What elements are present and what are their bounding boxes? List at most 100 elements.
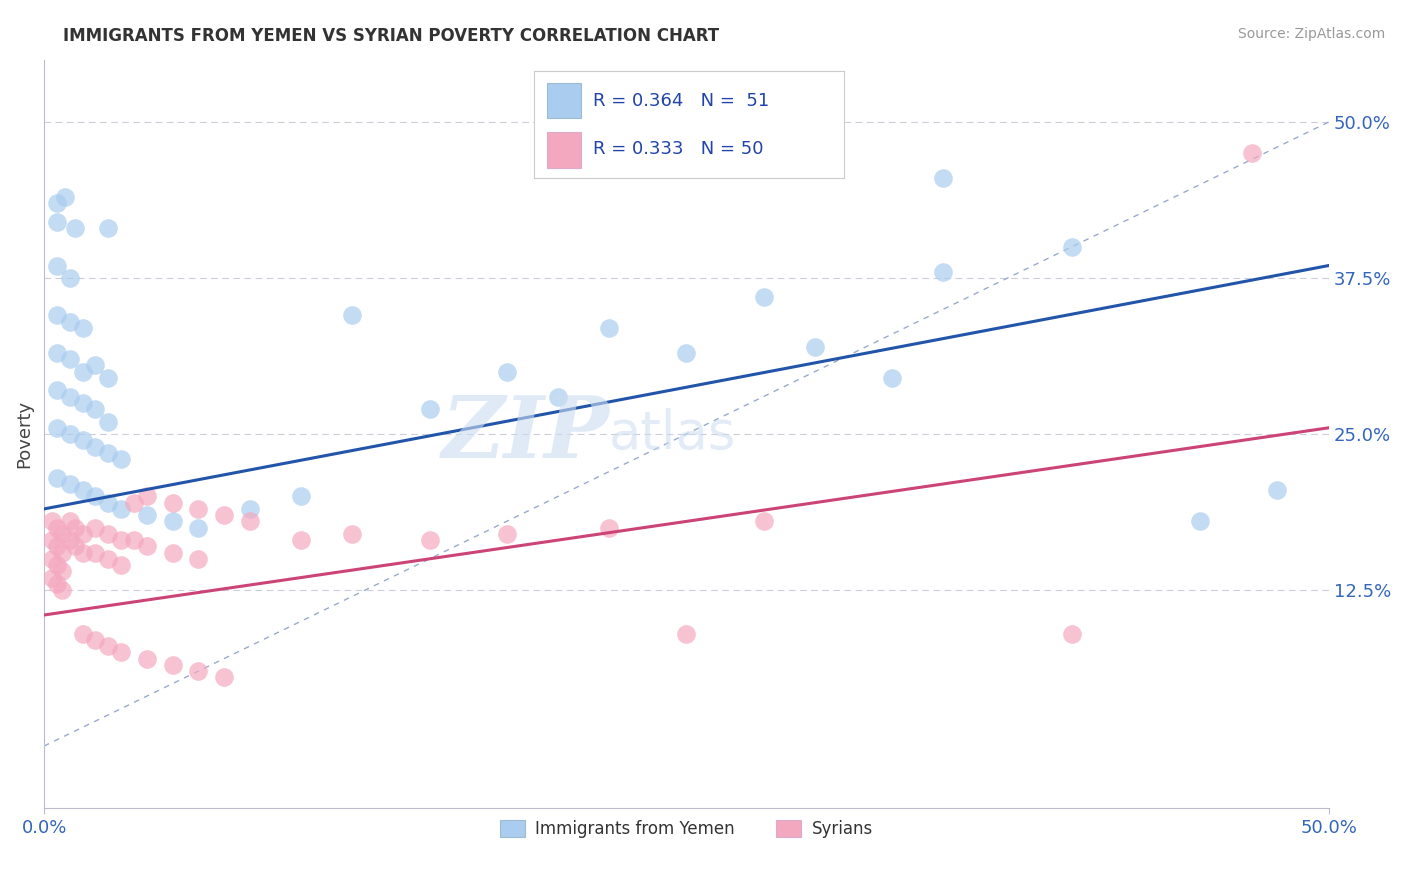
Point (135, 490, 157, 504)
Point (53, 190, 76, 204)
Point (51, 582, 73, 597)
Point (135, 539, 157, 553)
Point (162, 657, 184, 672)
Point (675, 626, 697, 640)
Point (72, 483, 94, 498)
Point (63, 221, 86, 235)
Point (932, 265, 955, 279)
Point (97, 496, 120, 510)
Point (110, 645, 132, 659)
Point (162, 545, 184, 559)
Point (59, 427, 82, 442)
Point (290, 533, 312, 548)
Point (187, 551, 209, 566)
Point (46, 215, 69, 229)
Point (97, 527, 120, 541)
Point (880, 371, 903, 385)
Point (122, 533, 145, 548)
Point (495, 365, 517, 379)
Point (135, 508, 157, 523)
Point (41, 551, 63, 566)
Text: ZIP: ZIP (441, 392, 609, 475)
Point (41, 533, 63, 548)
Point (46, 259, 69, 273)
Point (46, 539, 69, 553)
Point (84, 545, 107, 559)
Point (72, 434, 94, 448)
Point (84, 359, 107, 373)
Point (51, 527, 73, 541)
Point (84, 402, 107, 417)
Point (63, 521, 86, 535)
Legend: Immigrants from Yemen, Syrians: Immigrants from Yemen, Syrians (494, 814, 879, 845)
Point (59, 315, 82, 329)
Point (72, 396, 94, 410)
Y-axis label: Poverty: Poverty (15, 400, 32, 468)
Point (97, 221, 120, 235)
Point (1060, 626, 1083, 640)
Point (72, 321, 94, 335)
Point (212, 670, 235, 684)
Point (598, 521, 620, 535)
Point (72, 545, 94, 559)
Point (110, 558, 132, 572)
Bar (547, 83, 581, 119)
Point (46, 384, 69, 398)
Point (212, 508, 235, 523)
Point (598, 321, 620, 335)
Point (51, 545, 73, 559)
Point (97, 415, 120, 429)
Point (72, 626, 94, 640)
Bar (547, 132, 581, 168)
Point (46, 421, 69, 435)
Point (418, 402, 440, 417)
Point (59, 477, 82, 491)
Point (51, 564, 73, 578)
Point (342, 527, 364, 541)
Point (110, 452, 132, 467)
Point (46, 576, 69, 591)
Point (162, 515, 184, 529)
Text: IMMIGRANTS FROM YEMEN VS SYRIAN POVERTY CORRELATION CHART: IMMIGRANTS FROM YEMEN VS SYRIAN POVERTY … (63, 27, 720, 45)
Point (804, 340, 827, 354)
Point (495, 527, 517, 541)
Text: R = 0.364   N =  51: R = 0.364 N = 51 (593, 92, 769, 110)
Point (342, 309, 364, 323)
Point (239, 502, 262, 516)
Point (72, 365, 94, 379)
Point (46, 346, 69, 360)
Point (41, 570, 63, 584)
Point (187, 521, 209, 535)
Point (187, 664, 209, 678)
Point (1060, 240, 1083, 254)
Point (418, 533, 440, 548)
Text: Source: ZipAtlas.com: Source: ZipAtlas.com (1237, 27, 1385, 41)
Point (84, 440, 107, 454)
Point (752, 515, 775, 529)
Point (84, 632, 107, 647)
Point (1267, 483, 1289, 498)
Point (162, 496, 184, 510)
Point (72, 527, 94, 541)
Point (932, 171, 955, 186)
Point (63, 539, 86, 553)
Point (110, 502, 132, 516)
Point (1189, 515, 1212, 529)
Point (46, 196, 69, 211)
Point (46, 471, 69, 485)
Point (97, 551, 120, 566)
Text: atlas: atlas (609, 408, 737, 460)
Point (110, 533, 132, 548)
Point (59, 271, 82, 285)
Point (59, 352, 82, 367)
Point (675, 346, 697, 360)
Point (752, 290, 775, 304)
Point (59, 515, 82, 529)
Point (46, 309, 69, 323)
Point (239, 515, 262, 529)
Point (187, 502, 209, 516)
Point (59, 533, 82, 548)
Point (59, 390, 82, 404)
Point (547, 390, 569, 404)
Point (84, 521, 107, 535)
